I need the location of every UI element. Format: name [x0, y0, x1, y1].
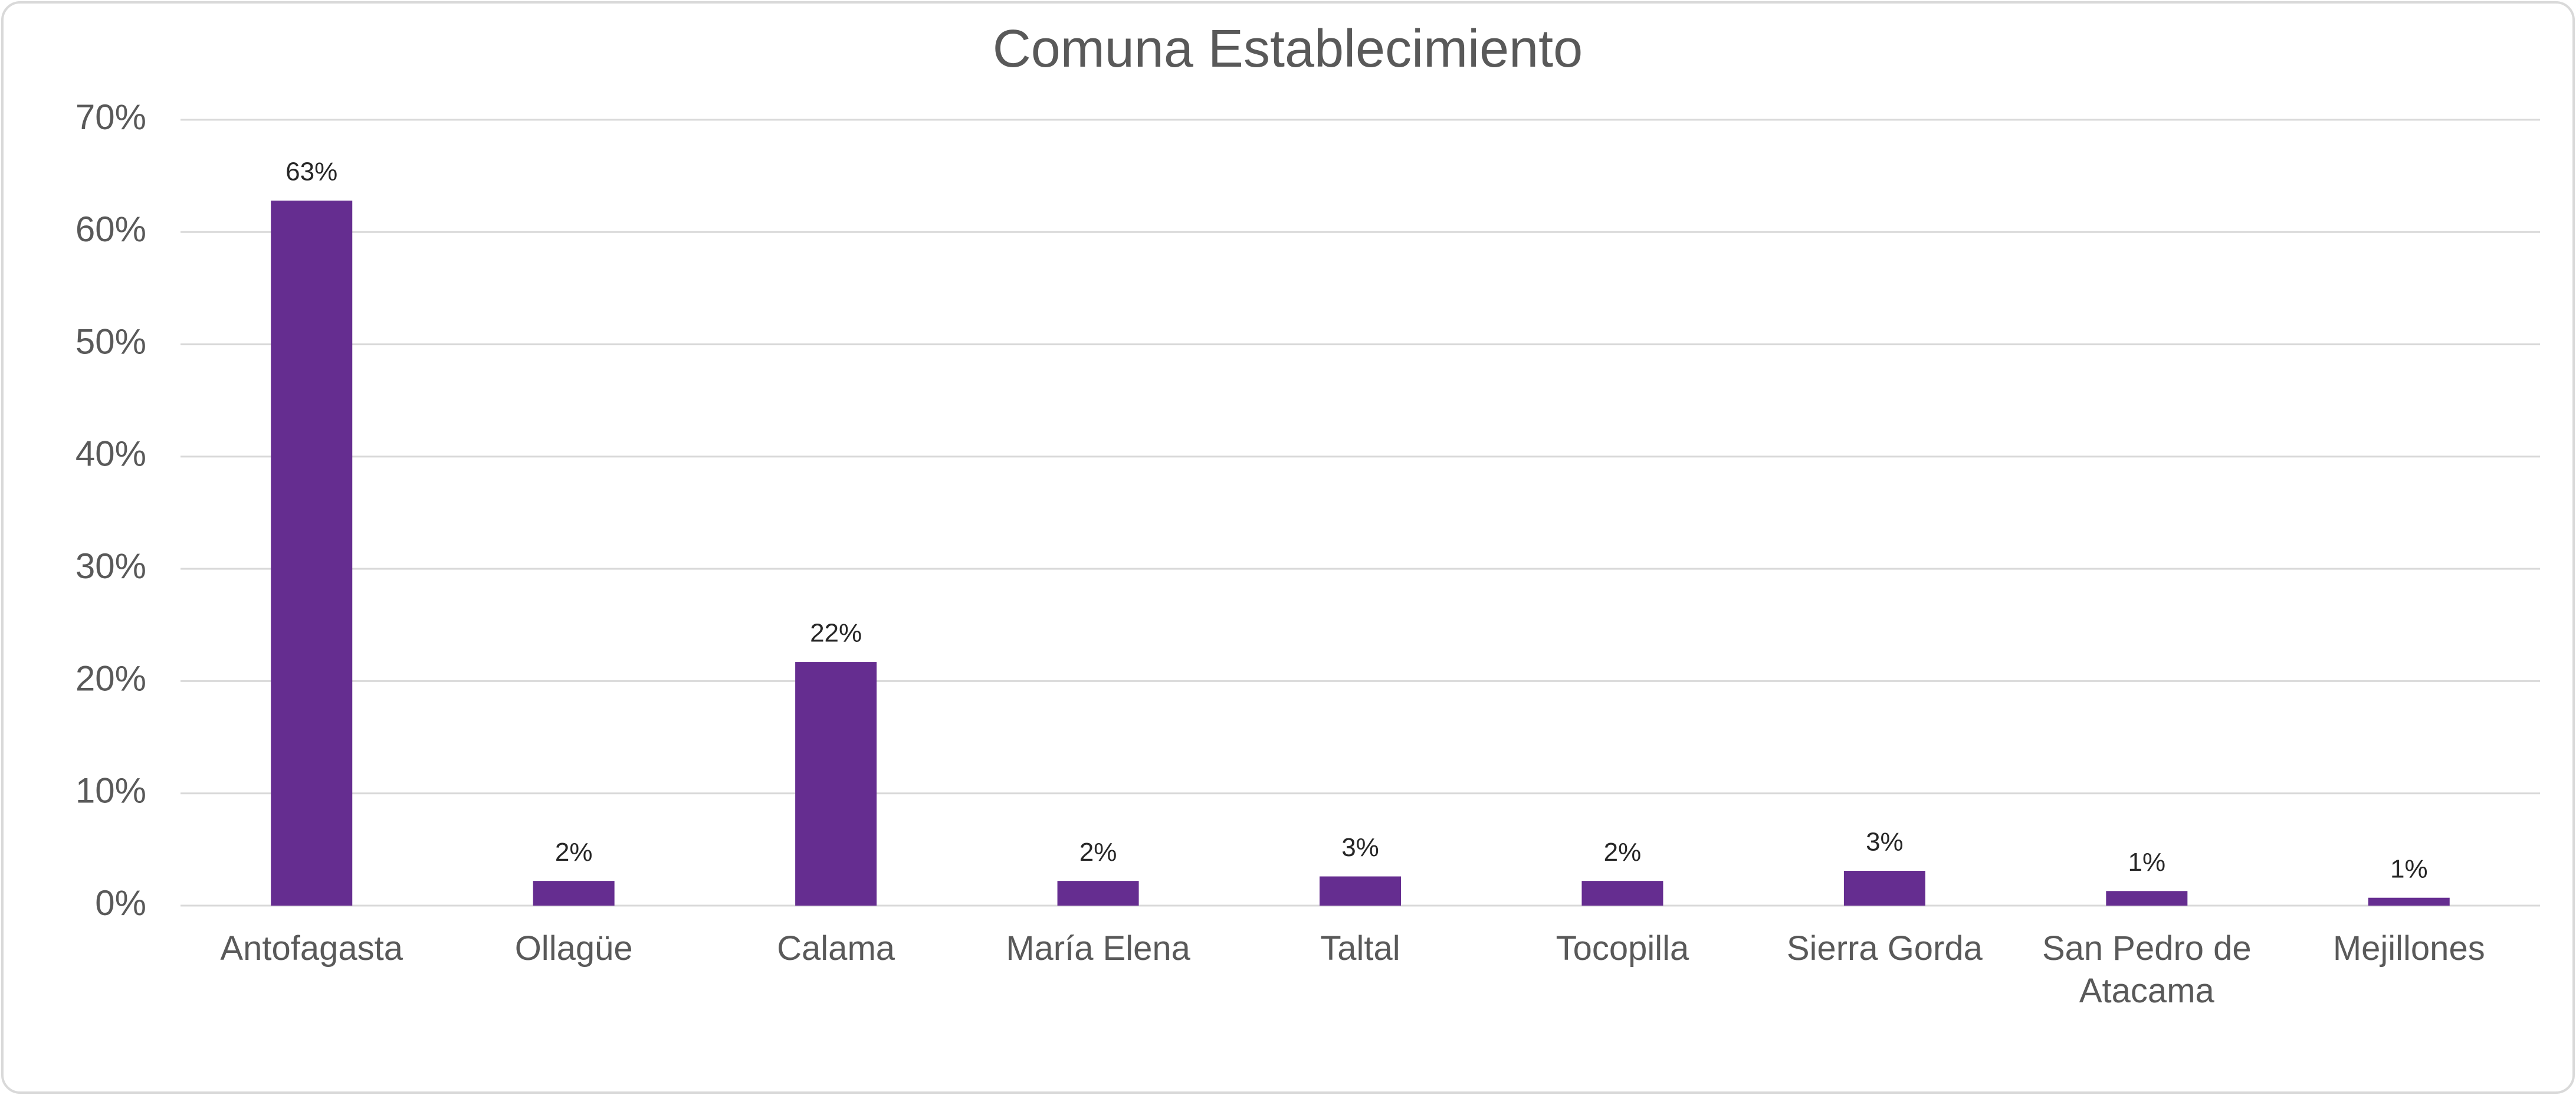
value-label: 63%	[286, 158, 337, 186]
value-label: 3%	[1866, 828, 1904, 857]
chart-title: Comuna Establecimiento	[993, 19, 1583, 78]
x-tick-label: Ollagüe	[514, 929, 633, 968]
value-label: 3%	[1341, 833, 1379, 862]
bar	[2368, 897, 2450, 906]
x-tick-label: Tocopilla	[1556, 929, 1689, 968]
x-tick-label: Antofagasta	[220, 929, 403, 968]
bar	[533, 881, 615, 906]
x-tick-label: Mejillones	[2332, 929, 2485, 968]
value-label: 1%	[2390, 854, 2428, 883]
bar	[2106, 891, 2188, 906]
value-label: 2%	[555, 838, 593, 867]
y-tick-label: 70%	[76, 97, 146, 137]
bar	[1320, 876, 1401, 906]
bar	[1843, 871, 1925, 906]
y-tick-label: 60%	[76, 209, 146, 249]
x-tick-label: Taltal	[1320, 929, 1400, 968]
y-tick-label: 50%	[76, 322, 146, 361]
value-label: 22%	[810, 619, 862, 648]
y-tick-label: 0%	[95, 883, 146, 923]
value-label: 1%	[2128, 848, 2166, 877]
x-tick-label: San Pedro de Atacama	[2042, 929, 2252, 1010]
y-tick-label: 10%	[76, 771, 146, 811]
x-tick-label: María Elena	[1006, 929, 1190, 968]
y-tick-label: 30%	[76, 546, 146, 586]
y-tick-label: 20%	[76, 658, 146, 698]
bar	[1581, 881, 1663, 906]
bar	[1057, 881, 1139, 906]
y-tick-label: 40%	[76, 434, 146, 474]
value-label: 2%	[1079, 838, 1117, 867]
bar	[795, 662, 877, 906]
x-tick-label: Calama	[777, 929, 895, 968]
bar	[271, 201, 353, 906]
value-label: 2%	[1604, 838, 1642, 867]
x-tick-label: Sierra Gorda	[1786, 929, 1983, 968]
